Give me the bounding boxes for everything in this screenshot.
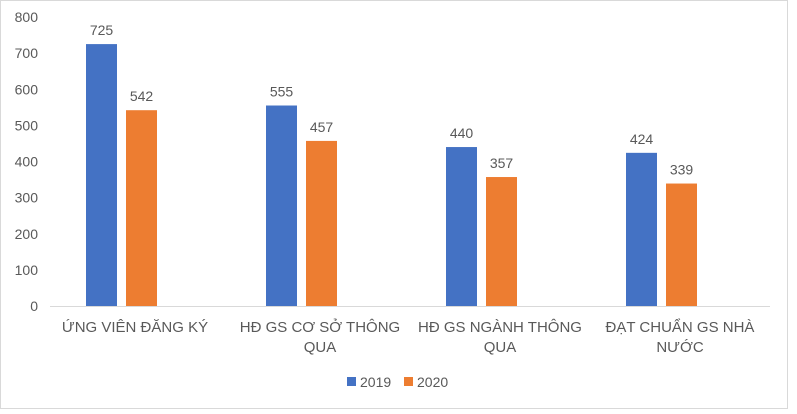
category-label: ĐẠT CHUẨN GS NHÀ bbox=[606, 318, 755, 336]
data-label: 457 bbox=[310, 119, 334, 135]
y-tick-label: 800 bbox=[15, 9, 39, 25]
category-label: HĐ GS CƠ SỞ THÔNG bbox=[240, 318, 400, 336]
data-label: 542 bbox=[130, 88, 154, 104]
chart-frame bbox=[0, 0, 788, 409]
y-tick-label: 0 bbox=[30, 298, 38, 314]
category-label: ỨNG VIÊN ĐĂNG KÝ bbox=[62, 319, 208, 336]
legend-label: 2019 bbox=[360, 374, 391, 390]
data-label: 357 bbox=[490, 155, 514, 171]
category-label: NƯỚC bbox=[656, 339, 704, 356]
y-tick-label: 100 bbox=[15, 262, 39, 278]
bar-2019 bbox=[626, 152, 657, 306]
data-label: 424 bbox=[630, 131, 654, 147]
bar-2019 bbox=[266, 105, 297, 306]
bar-2020 bbox=[126, 110, 157, 306]
y-tick-label: 300 bbox=[15, 190, 39, 206]
category-label: QUA bbox=[484, 339, 517, 356]
legend-swatch-2020 bbox=[404, 377, 413, 386]
legend-swatch-2019 bbox=[347, 377, 356, 386]
y-tick-label: 500 bbox=[15, 117, 39, 133]
bar-2020 bbox=[306, 140, 337, 306]
bar-2019 bbox=[86, 44, 117, 306]
data-label: 339 bbox=[670, 162, 694, 178]
bar-2020 bbox=[486, 177, 517, 306]
category-label: HĐ GS NGÀNH THÔNG bbox=[418, 319, 582, 336]
data-label: 725 bbox=[90, 22, 114, 38]
y-tick-label: 400 bbox=[15, 154, 39, 170]
y-tick-label: 200 bbox=[15, 226, 39, 242]
data-label: 440 bbox=[450, 125, 474, 141]
legend-label: 2020 bbox=[417, 374, 448, 390]
category-label: QUA bbox=[304, 339, 337, 356]
data-label: 555 bbox=[270, 84, 294, 100]
bar-2019 bbox=[446, 147, 477, 306]
y-tick-label: 600 bbox=[15, 81, 39, 97]
y-tick-label: 700 bbox=[15, 45, 39, 61]
bar-2020 bbox=[666, 183, 697, 306]
